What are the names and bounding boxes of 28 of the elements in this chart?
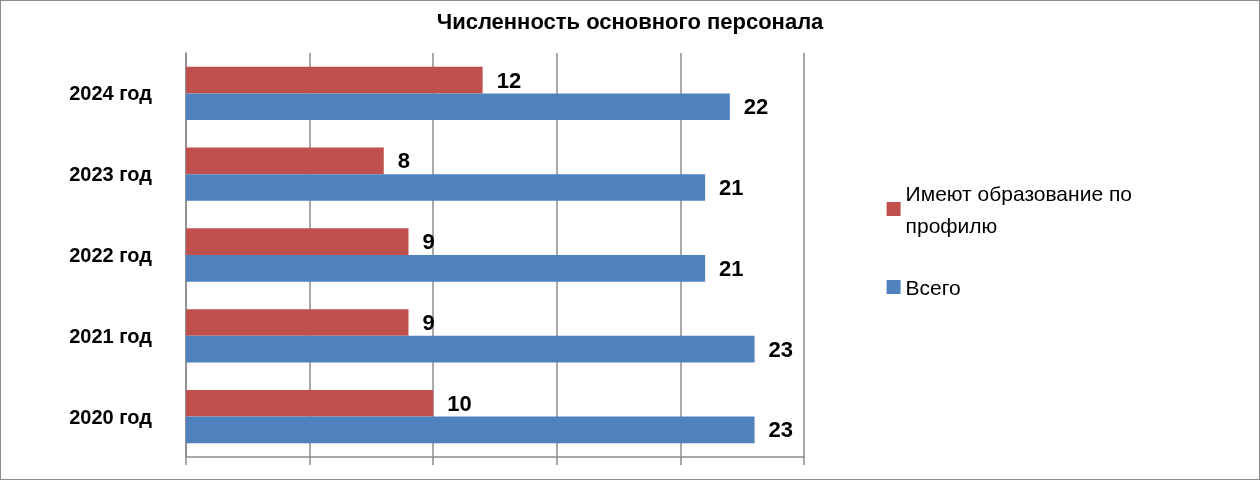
bar — [186, 147, 384, 175]
data-label: 21 — [719, 255, 744, 281]
y-tick-label: 2024 год — [69, 82, 153, 105]
data-label: 8 — [397, 148, 411, 174]
data-label: 10 — [447, 390, 472, 416]
data-label: 9 — [422, 229, 435, 255]
bar — [186, 389, 434, 417]
bar — [186, 93, 730, 121]
y-tick-label: 2021 год — [69, 324, 153, 347]
y-tick-label: 2020 год — [69, 405, 153, 428]
legend-label: Имеют образование по профилю — [905, 181, 1132, 237]
data-label: 22 — [743, 94, 769, 120]
legend-label: Всего — [905, 275, 961, 299]
y-tick-label: 2023 год — [69, 163, 153, 186]
data-label: 23 — [768, 417, 794, 443]
chart-title: Численность основного персонала — [436, 8, 825, 34]
bar — [186, 228, 409, 255]
bar — [186, 174, 706, 201]
data-label: 12 — [496, 67, 522, 93]
bar — [186, 309, 409, 336]
y-tick-label: 2022 год — [69, 244, 153, 266]
bar — [186, 416, 755, 444]
data-label: 21 — [719, 175, 744, 201]
data-label: 9 — [422, 309, 435, 335]
bar — [186, 66, 483, 94]
bar — [186, 255, 706, 282]
data-label: 23 — [768, 336, 794, 362]
bar — [186, 335, 755, 363]
